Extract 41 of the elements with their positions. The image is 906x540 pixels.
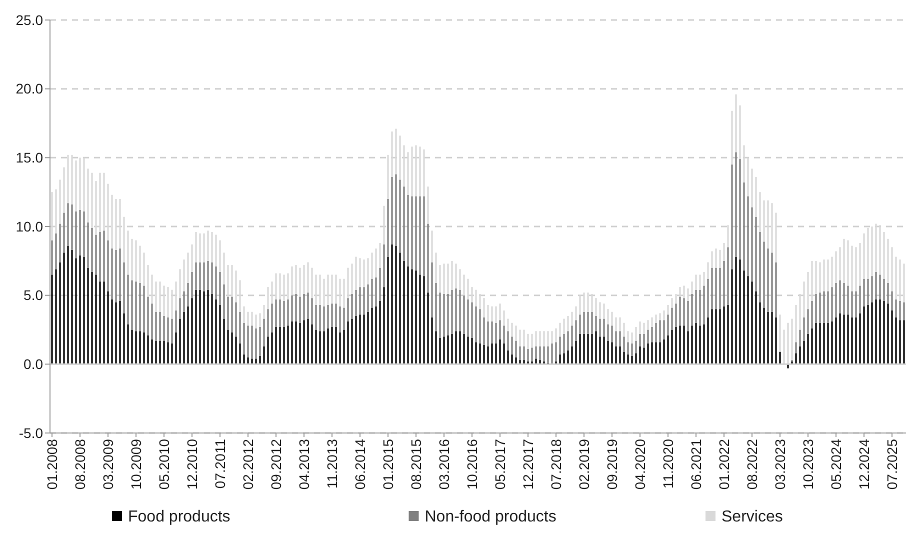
x-tick-label: 10.2023 [800, 438, 816, 490]
x-tick-label: 03.2009 [100, 438, 116, 490]
x-tick-label: 03.2016 [436, 438, 452, 490]
x-tick-label: 09.2012 [268, 438, 284, 490]
x-tick-label: 04.2013 [296, 438, 312, 490]
x-tick-label: 03.2023 [772, 438, 788, 490]
x-tick-label: 08.2008 [72, 438, 88, 490]
y-tick-label: 15.0 [16, 150, 44, 166]
legend-label: Services [721, 508, 783, 526]
x-tick-label: 07.2025 [884, 438, 900, 490]
x-tick-label: 01.2022 [716, 438, 732, 490]
y-tick-label: 20.0 [16, 80, 44, 97]
x-tick-label: 02.2019 [576, 438, 592, 490]
y-tick-label: -5.0 [18, 424, 44, 441]
legend-label: Food products [128, 508, 230, 526]
x-tick-label: 06.2014 [352, 438, 368, 490]
x-tick-label: 05.2017 [492, 438, 508, 490]
y-tick-label: 25.0 [16, 12, 44, 28]
x-tick-label: 11.2020 [660, 438, 676, 489]
y-tick-label: 10.0 [16, 218, 44, 234]
x-tick-label: 08.2022 [744, 438, 760, 490]
y-tick-label: 5.0 [24, 287, 44, 304]
x-tick-label: 01.2008 [44, 438, 60, 490]
x-tick-label: 11.2013 [324, 438, 340, 489]
x-tick-label: 04.2020 [632, 438, 648, 490]
x-tick-label: 10.2009 [128, 438, 144, 490]
legend-label: Non-food products [424, 508, 556, 526]
x-tick-label: 12.2010 [184, 438, 200, 490]
x-tick-label: 10.2016 [464, 438, 480, 490]
x-tick-label: 06.2021 [688, 438, 704, 490]
x-tick-label: 05.2010 [156, 438, 172, 490]
x-tick-label: 07.2011 [212, 438, 228, 489]
x-tick-label: 05.2024 [828, 438, 844, 490]
x-tick-label: 12.2024 [856, 438, 872, 490]
x-tick-label: 12.2017 [520, 438, 536, 490]
x-tick-label: 01.2015 [380, 438, 396, 490]
x-tick-label: 02.2012 [240, 438, 256, 490]
x-tick-label: 08.2015 [408, 438, 424, 490]
x-tick-label: 07.2018 [548, 438, 564, 490]
y-tick-label: 0.0 [24, 356, 44, 372]
x-tick-label: 09.2019 [604, 438, 620, 490]
